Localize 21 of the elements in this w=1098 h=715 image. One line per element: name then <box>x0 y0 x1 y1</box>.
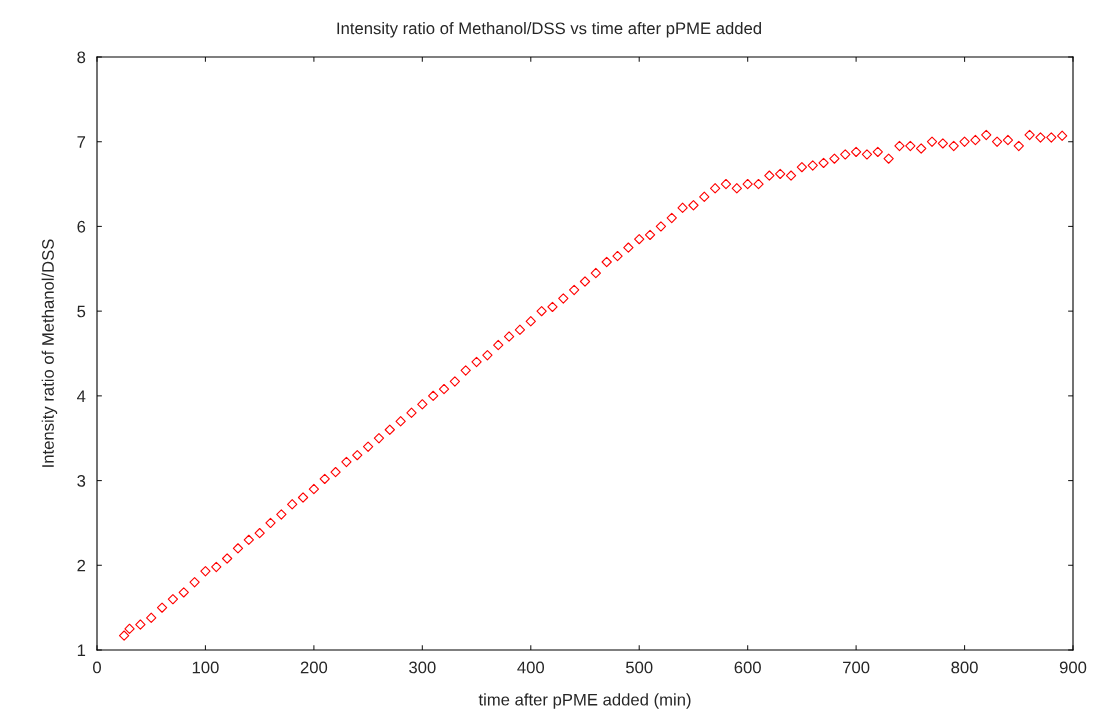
y-tick-label: 6 <box>77 220 86 233</box>
y-tick-label: 3 <box>77 474 86 487</box>
x-tick-label: 400 <box>517 661 545 674</box>
y-tick-label: 4 <box>77 390 86 402</box>
chart-title: Intensity ratio of Methanol/DSS vs time after pPME added <box>337 22 761 38</box>
x-tick-label: 0 <box>93 661 101 674</box>
x-tick-label: 900 <box>1059 661 1087 674</box>
x-axis-title: time after pPME added (min) <box>478 693 691 709</box>
y-tick-label: 5 <box>77 305 86 318</box>
x-tick-label: 800 <box>951 661 978 674</box>
y-tick-label: 8 <box>77 51 86 64</box>
y-tick-label: 7 <box>77 136 86 148</box>
x-tick-label: 300 <box>409 661 436 674</box>
x-tick-label: 200 <box>300 661 328 674</box>
x-tick-label: 700 <box>843 661 870 674</box>
x-tick-label: 500 <box>625 661 653 674</box>
x-tick-label: 100 <box>192 661 219 674</box>
y-axis-title: Intensity ratio of Methanol/DSS <box>41 239 58 467</box>
y-tick-label: 1 <box>77 644 86 657</box>
y-tick-label: 2 <box>77 559 86 572</box>
x-tick-label: 600 <box>734 661 761 674</box>
